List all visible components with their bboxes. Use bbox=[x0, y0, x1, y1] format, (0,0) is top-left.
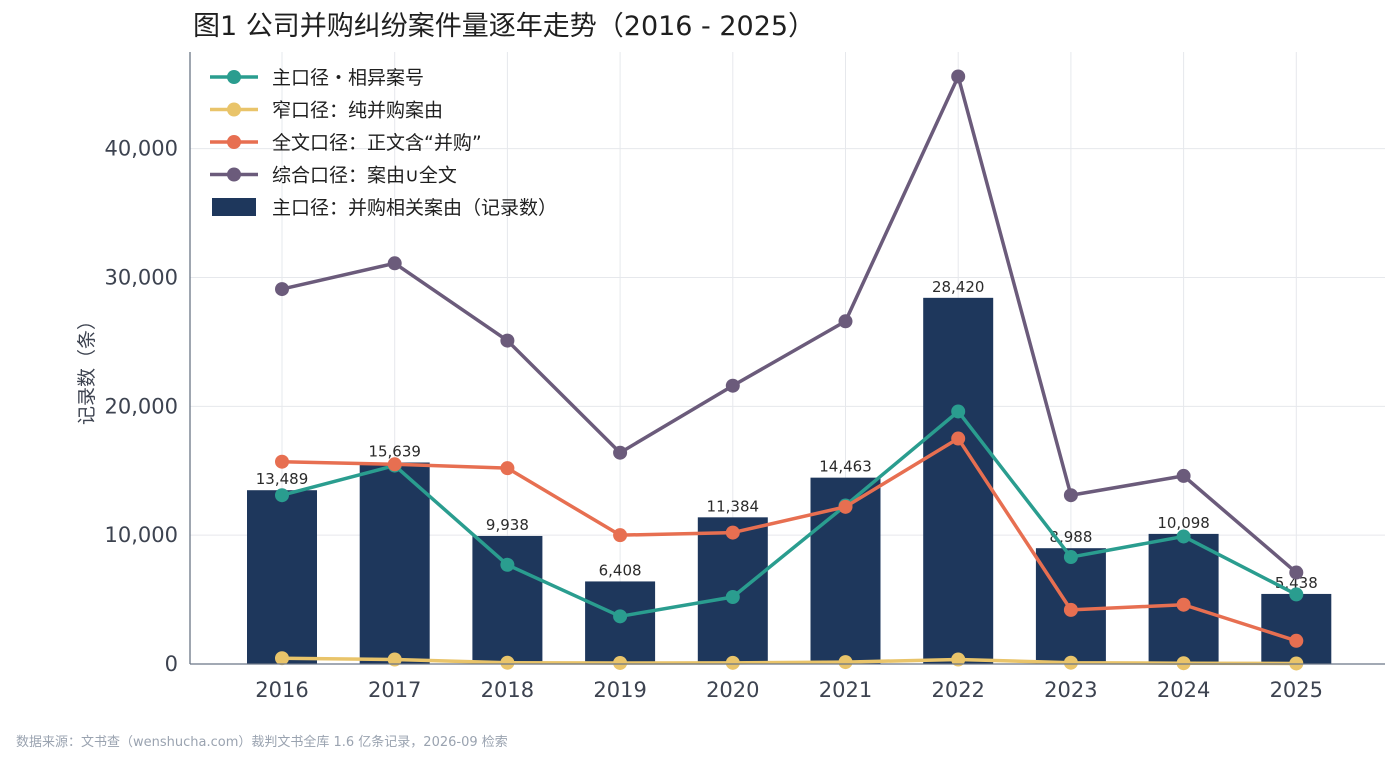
bar bbox=[472, 535, 543, 664]
source-note: 数据来源：文书查（wenshucha.com）裁判文书全库 1.6 亿条记录，2… bbox=[16, 734, 508, 750]
series-point bbox=[838, 499, 853, 514]
y-tick-label: 30,000 bbox=[105, 265, 178, 289]
series-point bbox=[1176, 529, 1191, 544]
bar-data-label: 10,098 bbox=[1157, 514, 1210, 532]
series-point bbox=[500, 333, 515, 348]
legend-label: 主口径・相异案号 bbox=[272, 67, 424, 89]
bar bbox=[359, 462, 430, 664]
series-point bbox=[500, 557, 515, 572]
legend-marker bbox=[227, 167, 241, 182]
series-point bbox=[387, 652, 402, 667]
x-tick-label: 2017 bbox=[368, 678, 421, 702]
x-tick-label: 2021 bbox=[819, 678, 872, 702]
series-line bbox=[275, 651, 1304, 671]
series-point bbox=[725, 525, 740, 540]
legend-bar-swatch bbox=[212, 198, 256, 216]
series-point bbox=[1176, 656, 1191, 671]
series-point bbox=[500, 461, 515, 476]
x-tick-label: 2025 bbox=[1270, 678, 1323, 702]
series-point bbox=[275, 454, 289, 469]
legend-label: 窄口径：纯并购案由 bbox=[272, 100, 443, 122]
legend-label: 主口径：并购相关案由（记录数） bbox=[272, 197, 557, 219]
series-polyline bbox=[281, 656, 1297, 666]
y-tick-label: 40,000 bbox=[105, 137, 178, 161]
series-point bbox=[725, 655, 740, 670]
series-point bbox=[387, 256, 402, 271]
x-tick-label: 2019 bbox=[593, 678, 646, 702]
legend-marker bbox=[227, 135, 241, 149]
series-point bbox=[613, 445, 628, 460]
series-point bbox=[1063, 655, 1078, 670]
series-point bbox=[1289, 587, 1304, 602]
bar-data-label: 13,489 bbox=[256, 470, 309, 488]
series-polyline bbox=[281, 74, 1298, 574]
series-point bbox=[951, 652, 966, 667]
bar bbox=[247, 490, 317, 664]
x-tick-label: 2024 bbox=[1157, 678, 1210, 702]
series-point bbox=[951, 69, 966, 84]
y-ticks: 0 10,000 20,000 30,000 40,000 bbox=[105, 137, 178, 676]
lines bbox=[275, 69, 1304, 671]
y-tick-label: 10,000 bbox=[105, 523, 178, 547]
series-polyline bbox=[281, 409, 1298, 619]
series-point bbox=[500, 655, 515, 670]
legend-label: 全文口径：正文含“并购” bbox=[272, 132, 482, 154]
x-tick-label: 2016 bbox=[255, 678, 308, 702]
series-point bbox=[1063, 602, 1078, 617]
series-point bbox=[387, 457, 402, 472]
x-tick-label: 2023 bbox=[1044, 678, 1097, 702]
series-point bbox=[1176, 468, 1191, 483]
bar-data-label: 6,408 bbox=[599, 561, 642, 579]
legend-label: 综合口径：案由∪全文 bbox=[272, 165, 457, 187]
x-tick-label: 2022 bbox=[931, 678, 984, 702]
series-point bbox=[275, 651, 289, 666]
series-point bbox=[1063, 550, 1078, 565]
series-point bbox=[1289, 633, 1304, 648]
series-line bbox=[275, 69, 1304, 580]
series-point bbox=[1063, 488, 1078, 503]
series-point bbox=[951, 431, 966, 446]
series-point bbox=[1176, 597, 1191, 612]
series-point bbox=[838, 314, 853, 329]
series-point bbox=[613, 655, 628, 670]
bar-data-label: 11,384 bbox=[707, 497, 760, 515]
series-point bbox=[275, 282, 289, 297]
bar bbox=[1261, 593, 1332, 664]
bar-data-label: 15,639 bbox=[368, 443, 421, 461]
bar-data-label: 28,420 bbox=[932, 278, 985, 296]
bar bbox=[923, 297, 994, 664]
y-tick-label: 20,000 bbox=[105, 394, 178, 418]
bar-data-label: 9,938 bbox=[486, 516, 529, 534]
series-point bbox=[613, 609, 628, 624]
series-point bbox=[275, 488, 289, 503]
legend-marker bbox=[227, 70, 241, 84]
series-point bbox=[725, 378, 740, 393]
y-tick-label: 0 bbox=[165, 652, 178, 676]
series-point bbox=[1289, 565, 1304, 580]
x-tick-label: 2018 bbox=[481, 678, 534, 702]
y-axis-label: 记录数（条） bbox=[76, 311, 98, 425]
x-ticks: 2016 2017 2018 2019 2020 2021 2022 2023 2024 2025 bbox=[255, 678, 1323, 702]
bar-data-label: 14,463 bbox=[819, 458, 872, 476]
x-tick-label: 2020 bbox=[706, 678, 759, 702]
legend-marker bbox=[227, 102, 241, 117]
axes bbox=[189, 52, 1385, 665]
series-point bbox=[838, 655, 853, 670]
series-point bbox=[951, 404, 966, 419]
series-point bbox=[613, 528, 628, 543]
series-point bbox=[725, 590, 740, 605]
series-line bbox=[275, 431, 1304, 648]
series-polyline bbox=[281, 436, 1297, 643]
chart-title: 图1 公司并购纠纷案件量逐年走势（2016 - 2025） bbox=[193, 11, 815, 42]
